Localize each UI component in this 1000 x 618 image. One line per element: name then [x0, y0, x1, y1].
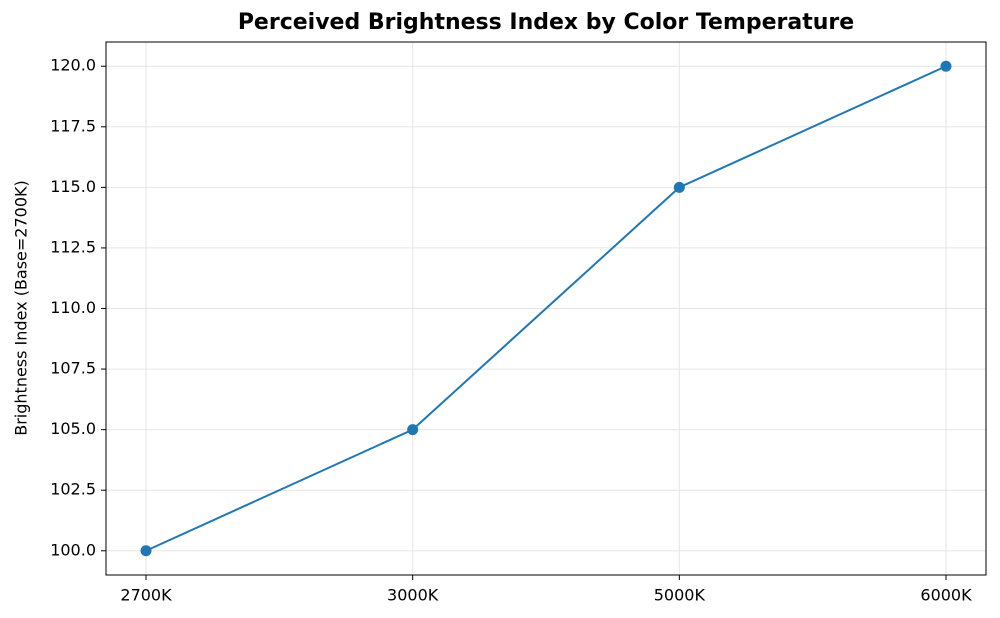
chart-title: Perceived Brightness Index by Color Temp…: [238, 10, 854, 35]
marker: [140, 545, 152, 557]
marker: [407, 424, 419, 436]
x-tick-label: 5000K: [654, 586, 706, 605]
line: [145, 65, 947, 552]
plot-frame: [105, 41, 987, 576]
y-tick-label: 107.5: [50, 359, 96, 378]
y-tick-label: 112.5: [50, 237, 96, 256]
y-tick-label: 117.5: [50, 116, 96, 135]
marker: [673, 181, 685, 193]
y-tick-label: 120.0: [50, 56, 96, 75]
x-tick-label: 6000K: [920, 586, 972, 605]
marker: [940, 60, 952, 72]
y-tick-label: 110.0: [50, 298, 96, 317]
y-tick-label: 102.5: [50, 480, 96, 499]
x-tick-label: 2700K: [120, 586, 172, 605]
y-axis-label: Brightness Index (Base=2700K): [12, 180, 31, 436]
y-tick-label: 100.0: [50, 540, 96, 559]
x-tick-label: 3000K: [387, 586, 439, 605]
y-tick-label: 115.0: [50, 177, 96, 196]
y-tick-label: 105.0: [50, 419, 96, 438]
